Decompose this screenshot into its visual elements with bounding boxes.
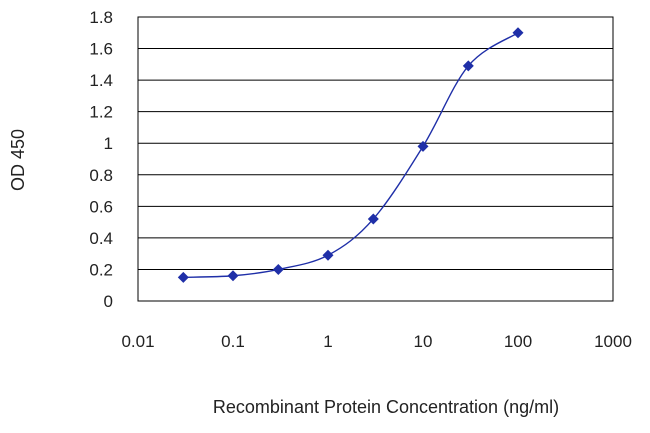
series-line [183, 32, 519, 279]
y-tick-label: 1.4 [89, 71, 113, 90]
grid-lines [138, 48, 613, 270]
data-points [177, 27, 524, 283]
data-point [367, 213, 379, 225]
data-point [322, 249, 334, 261]
y-tick-label: 1 [104, 134, 113, 153]
data-point [272, 263, 284, 275]
y-tick-label: 1.2 [89, 103, 113, 122]
y-axis-label: OD 450 [8, 129, 28, 191]
y-tick-label: 0.2 [89, 260, 113, 279]
data-point [417, 140, 429, 152]
data-point [462, 60, 474, 72]
x-tick-label: 0.1 [221, 332, 245, 351]
data-point [227, 270, 239, 282]
x-tick-label: 1 [323, 332, 332, 351]
y-tick-label: 0.6 [89, 197, 113, 216]
y-tick-label: 1.8 [89, 8, 113, 27]
y-tick-label: 0.8 [89, 166, 113, 185]
x-axis-label: Recombinant Protein Concentration (ng/ml… [213, 397, 559, 417]
data-point [177, 271, 189, 283]
x-tick-label: 100 [504, 332, 532, 351]
x-tick-label: 0.01 [121, 332, 154, 351]
y-tick-labels: 0 0.2 0.4 0.6 0.8 1 1.2 1.4 1.6 1.8 [89, 8, 113, 311]
plot-area [137, 16, 614, 302]
x-tick-labels: 0.01 0.1 1 10 100 1000 [121, 332, 631, 351]
x-tick-label: 10 [414, 332, 433, 351]
y-tick-label: 0.4 [89, 229, 113, 248]
data-point [512, 27, 524, 39]
y-tick-label: 0 [104, 292, 113, 311]
x-tick-label: 1000 [594, 332, 632, 351]
y-tick-label: 1.6 [89, 40, 113, 59]
